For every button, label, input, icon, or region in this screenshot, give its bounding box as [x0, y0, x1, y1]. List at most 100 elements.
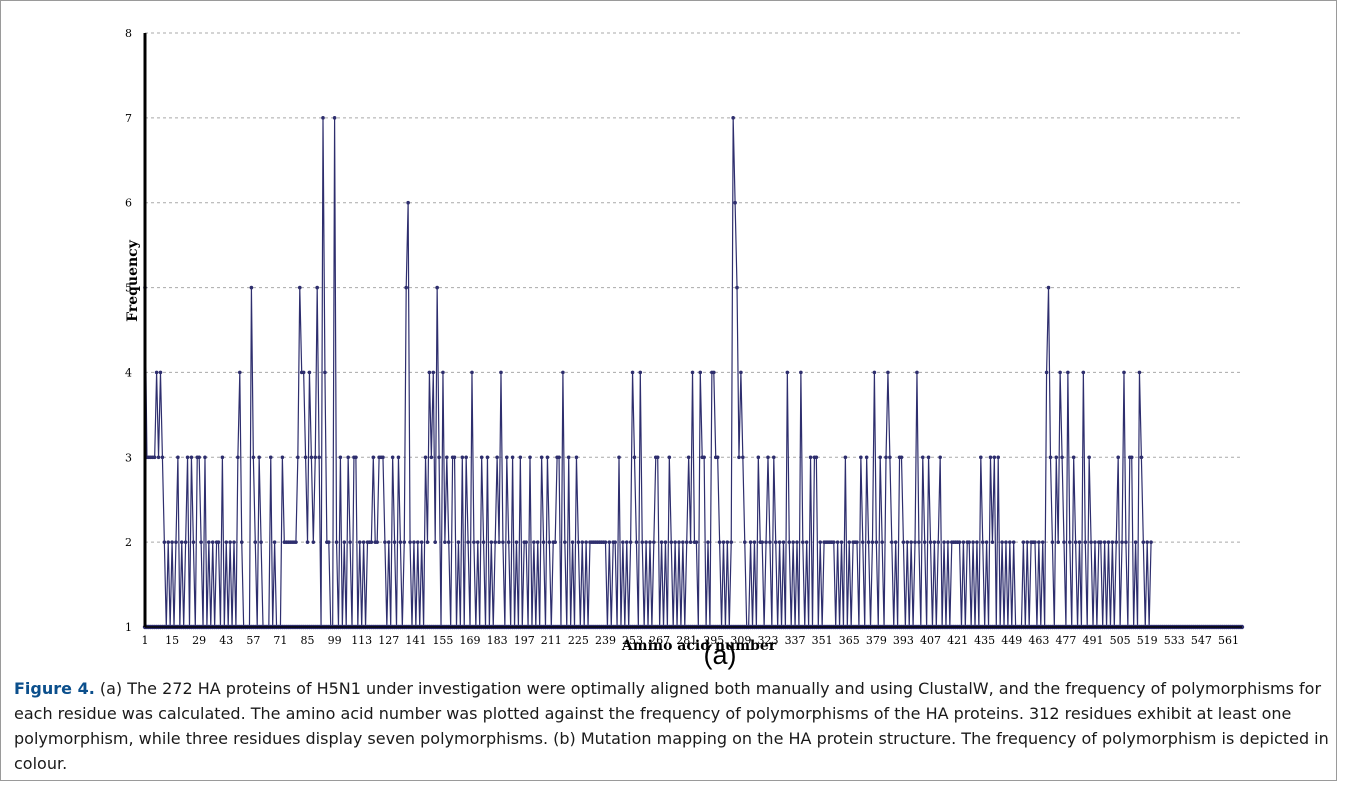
data-point: [553, 540, 557, 544]
x-tick-label: 15: [165, 634, 179, 647]
data-point: [1133, 540, 1138, 544]
data-point: [756, 455, 761, 460]
data-point: [313, 455, 318, 460]
x-tick-label: 127: [378, 634, 399, 647]
data-point: [808, 455, 813, 460]
data-point: [259, 540, 263, 544]
data-point: [332, 116, 337, 120]
data-point: [392, 540, 397, 544]
data-point: [905, 540, 910, 544]
data-point: [1058, 370, 1062, 375]
data-point: [1060, 455, 1064, 460]
data-point: [880, 540, 884, 544]
data-point: [479, 455, 484, 460]
data-point: [158, 370, 163, 375]
data-point: [381, 455, 385, 460]
data-point: [874, 540, 879, 544]
x-tick-label: 393: [893, 634, 914, 647]
y-tick-label: 5: [125, 282, 132, 295]
data-point: [771, 455, 776, 460]
data-point: [957, 540, 962, 544]
x-tick-label: 267: [649, 634, 670, 647]
data-point: [1025, 540, 1030, 544]
data-point: [348, 540, 352, 544]
x-tick-label: 1: [142, 634, 149, 647]
y-tick-label: 6: [125, 197, 132, 210]
data-point: [239, 540, 244, 544]
data-point: [1137, 370, 1142, 375]
data-point: [638, 370, 643, 375]
data-point: [764, 540, 768, 544]
data-point: [1004, 540, 1008, 544]
x-tick-label: 169: [460, 634, 481, 647]
data-point: [936, 540, 941, 544]
data-point: [185, 455, 190, 460]
data-point: [1102, 540, 1107, 544]
data-point: [156, 455, 161, 460]
data-point: [1081, 370, 1086, 375]
caption-figure-label: Figure 4.: [14, 679, 95, 698]
data-point: [839, 540, 844, 544]
data-point: [505, 455, 509, 460]
data-point: [752, 540, 757, 544]
data-point: [566, 455, 571, 460]
data-point: [706, 540, 710, 544]
data-point: [926, 455, 931, 460]
figure-caption: Figure 4. (a) The 272 HA proteins of H5N…: [14, 676, 1329, 776]
data-point: [174, 540, 178, 544]
data-point: [257, 455, 261, 460]
data-point: [294, 540, 298, 544]
data-point: [427, 370, 432, 375]
x-tick-label: 43: [219, 634, 233, 647]
data-point: [334, 540, 339, 544]
data-point: [249, 285, 254, 290]
data-point: [412, 540, 416, 544]
data-point: [992, 455, 997, 460]
data-point: [1145, 540, 1149, 544]
data-point: [1046, 285, 1051, 290]
data-point: [901, 540, 906, 544]
data-point: [928, 540, 933, 544]
data-point: [485, 455, 490, 460]
x-tick-label: 29: [192, 634, 206, 647]
data-point: [864, 455, 869, 460]
data-point: [539, 455, 544, 460]
y-tick-label: 8: [125, 27, 132, 40]
data-point: [630, 370, 635, 375]
data-point: [681, 540, 685, 544]
data-point: [386, 540, 391, 544]
x-tick-label: 211: [541, 634, 562, 647]
data-point: [170, 540, 174, 544]
data-point: [191, 540, 196, 544]
data-point: [621, 540, 625, 544]
data-point: [702, 455, 706, 460]
data-point: [162, 540, 167, 544]
x-tick-label: 197: [514, 634, 535, 647]
data-point: [799, 370, 803, 375]
data-point: [1098, 540, 1103, 544]
data-point: [667, 455, 672, 460]
data-point: [975, 540, 979, 544]
data-point: [729, 540, 734, 544]
x-tick-label: 281: [676, 634, 697, 647]
data-point: [988, 455, 993, 460]
data-point: [1050, 540, 1055, 544]
data-point: [843, 455, 848, 460]
data-point: [390, 455, 395, 460]
data-point: [238, 370, 242, 375]
data-point: [1000, 540, 1004, 544]
x-tick-label: 379: [866, 634, 887, 647]
data-point: [199, 540, 203, 544]
x-tick-label: 113: [351, 634, 372, 647]
data-point: [435, 285, 439, 290]
data-point: [228, 540, 232, 544]
data-point: [183, 540, 188, 544]
data-point: [663, 540, 668, 544]
y-tick-label: 1: [125, 621, 132, 634]
data-point: [561, 370, 565, 375]
data-point: [323, 370, 327, 375]
data-point: [419, 540, 424, 544]
data-point: [644, 540, 648, 544]
data-point: [814, 455, 819, 460]
y-tick-label: 2: [125, 536, 132, 549]
